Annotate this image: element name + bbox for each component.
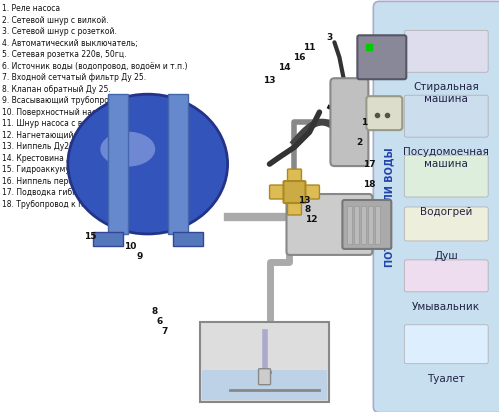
- Text: 2. Сетевой шнур с вилкой.: 2. Сетевой шнур с вилкой.: [2, 16, 108, 25]
- Bar: [354, 206, 360, 244]
- Text: 1. Реле насоса: 1. Реле насоса: [2, 5, 60, 13]
- Bar: [168, 94, 188, 234]
- FancyBboxPatch shape: [286, 194, 372, 255]
- Text: 12: 12: [305, 215, 318, 225]
- Text: 14: 14: [278, 63, 291, 72]
- Text: 10: 10: [124, 242, 136, 251]
- Text: 12. Нагнетающий трубопровод Ду 25.: 12. Нагнетающий трубопровод Ду 25.: [2, 131, 156, 140]
- Text: Водогрей: Водогрей: [420, 207, 472, 217]
- Text: 18: 18: [363, 180, 376, 189]
- Text: 13: 13: [298, 196, 310, 204]
- Ellipse shape: [68, 94, 228, 234]
- Bar: [172, 232, 203, 246]
- Text: 4. Автоматический выключатель;: 4. Автоматический выключатель;: [2, 39, 138, 48]
- Bar: [93, 232, 123, 246]
- Bar: [202, 370, 328, 400]
- FancyBboxPatch shape: [404, 155, 488, 197]
- Text: 8: 8: [152, 307, 158, 316]
- Text: Посудомоечная
машина: Посудомоечная машина: [404, 147, 489, 169]
- FancyBboxPatch shape: [366, 96, 402, 130]
- Bar: [108, 94, 128, 234]
- Text: Туалет: Туалет: [428, 374, 465, 384]
- Text: 7. Входной сетчатый фильтр Ду 25.: 7. Входной сетчатый фильтр Ду 25.: [2, 73, 146, 82]
- Text: 17. Подводка гибкая Ду 15.: 17. Подводка гибкая Ду 15.: [2, 188, 114, 197]
- FancyBboxPatch shape: [404, 207, 488, 241]
- Text: Стиральная
машина: Стиральная машина: [414, 82, 479, 104]
- Text: Душ: Душ: [434, 251, 458, 261]
- FancyBboxPatch shape: [288, 169, 302, 183]
- Text: 15. Гидроаккумулятор.: 15. Гидроаккумулятор.: [2, 165, 96, 174]
- Text: 3. Сетевой шнур с розеткой.: 3. Сетевой шнур с розеткой.: [2, 27, 117, 36]
- Bar: [362, 206, 366, 244]
- Text: 6: 6: [156, 317, 163, 326]
- Bar: [348, 206, 352, 244]
- Text: 13. Ниппель Ду25.: 13. Ниппель Ду25.: [2, 142, 76, 151]
- Text: 16. Ниппель переходной Ду25 / Ду 15.: 16. Ниппель переходной Ду25 / Ду 15.: [2, 177, 157, 185]
- Text: 18. Трубопровод к потребителям воды.: 18. Трубопровод к потребителям воды.: [2, 199, 161, 208]
- Text: 1: 1: [361, 118, 368, 126]
- Text: 16: 16: [293, 53, 306, 62]
- FancyBboxPatch shape: [404, 325, 488, 364]
- Text: 13: 13: [264, 76, 276, 85]
- Text: 5. Сетевая розетка 220в, 50гц.: 5. Сетевая розетка 220в, 50гц.: [2, 50, 126, 59]
- Text: 9: 9: [136, 253, 143, 261]
- Text: 3: 3: [326, 33, 332, 42]
- FancyBboxPatch shape: [342, 200, 392, 249]
- Text: 6. Источник воды (водопровод, водоём и т.п.): 6. Источник воды (водопровод, водоём и т…: [2, 62, 188, 71]
- FancyBboxPatch shape: [404, 95, 488, 137]
- FancyBboxPatch shape: [270, 185, 285, 199]
- Text: 14. Крестовина Ду25.: 14. Крестовина Ду25.: [2, 154, 88, 163]
- FancyBboxPatch shape: [284, 181, 306, 203]
- Text: 17: 17: [363, 159, 376, 169]
- Text: ПОТРЕБИТЕЛИ ВОДЫ: ПОТРЕБИТЕЛИ ВОДЫ: [384, 147, 394, 267]
- Text: 10. Поверхностный насос.: 10. Поверхностный насос.: [2, 108, 107, 117]
- FancyBboxPatch shape: [374, 1, 500, 412]
- Text: 15: 15: [84, 232, 96, 241]
- FancyBboxPatch shape: [288, 201, 302, 215]
- FancyBboxPatch shape: [330, 78, 368, 166]
- Text: 11. Шнур насоса с вилкой.: 11. Шнур насоса с вилкой.: [2, 119, 109, 128]
- FancyBboxPatch shape: [304, 185, 320, 199]
- FancyBboxPatch shape: [258, 369, 270, 385]
- Text: Умывальник: Умывальник: [412, 302, 480, 312]
- Bar: [200, 322, 330, 402]
- Ellipse shape: [100, 131, 155, 166]
- Text: 2: 2: [356, 138, 362, 147]
- Bar: [376, 206, 380, 244]
- FancyBboxPatch shape: [404, 260, 488, 292]
- Text: 7: 7: [162, 327, 168, 336]
- Text: 8. Клапан обратный Ду 25.: 8. Клапан обратный Ду 25.: [2, 85, 110, 94]
- Text: 11: 11: [303, 43, 316, 52]
- Bar: [368, 206, 374, 244]
- FancyBboxPatch shape: [358, 35, 406, 79]
- Text: 8: 8: [304, 206, 310, 215]
- Text: 9. Всасывающий трубопровод Ду 25.: 9. Всасывающий трубопровод Ду 25.: [2, 96, 150, 105]
- FancyBboxPatch shape: [404, 30, 488, 72]
